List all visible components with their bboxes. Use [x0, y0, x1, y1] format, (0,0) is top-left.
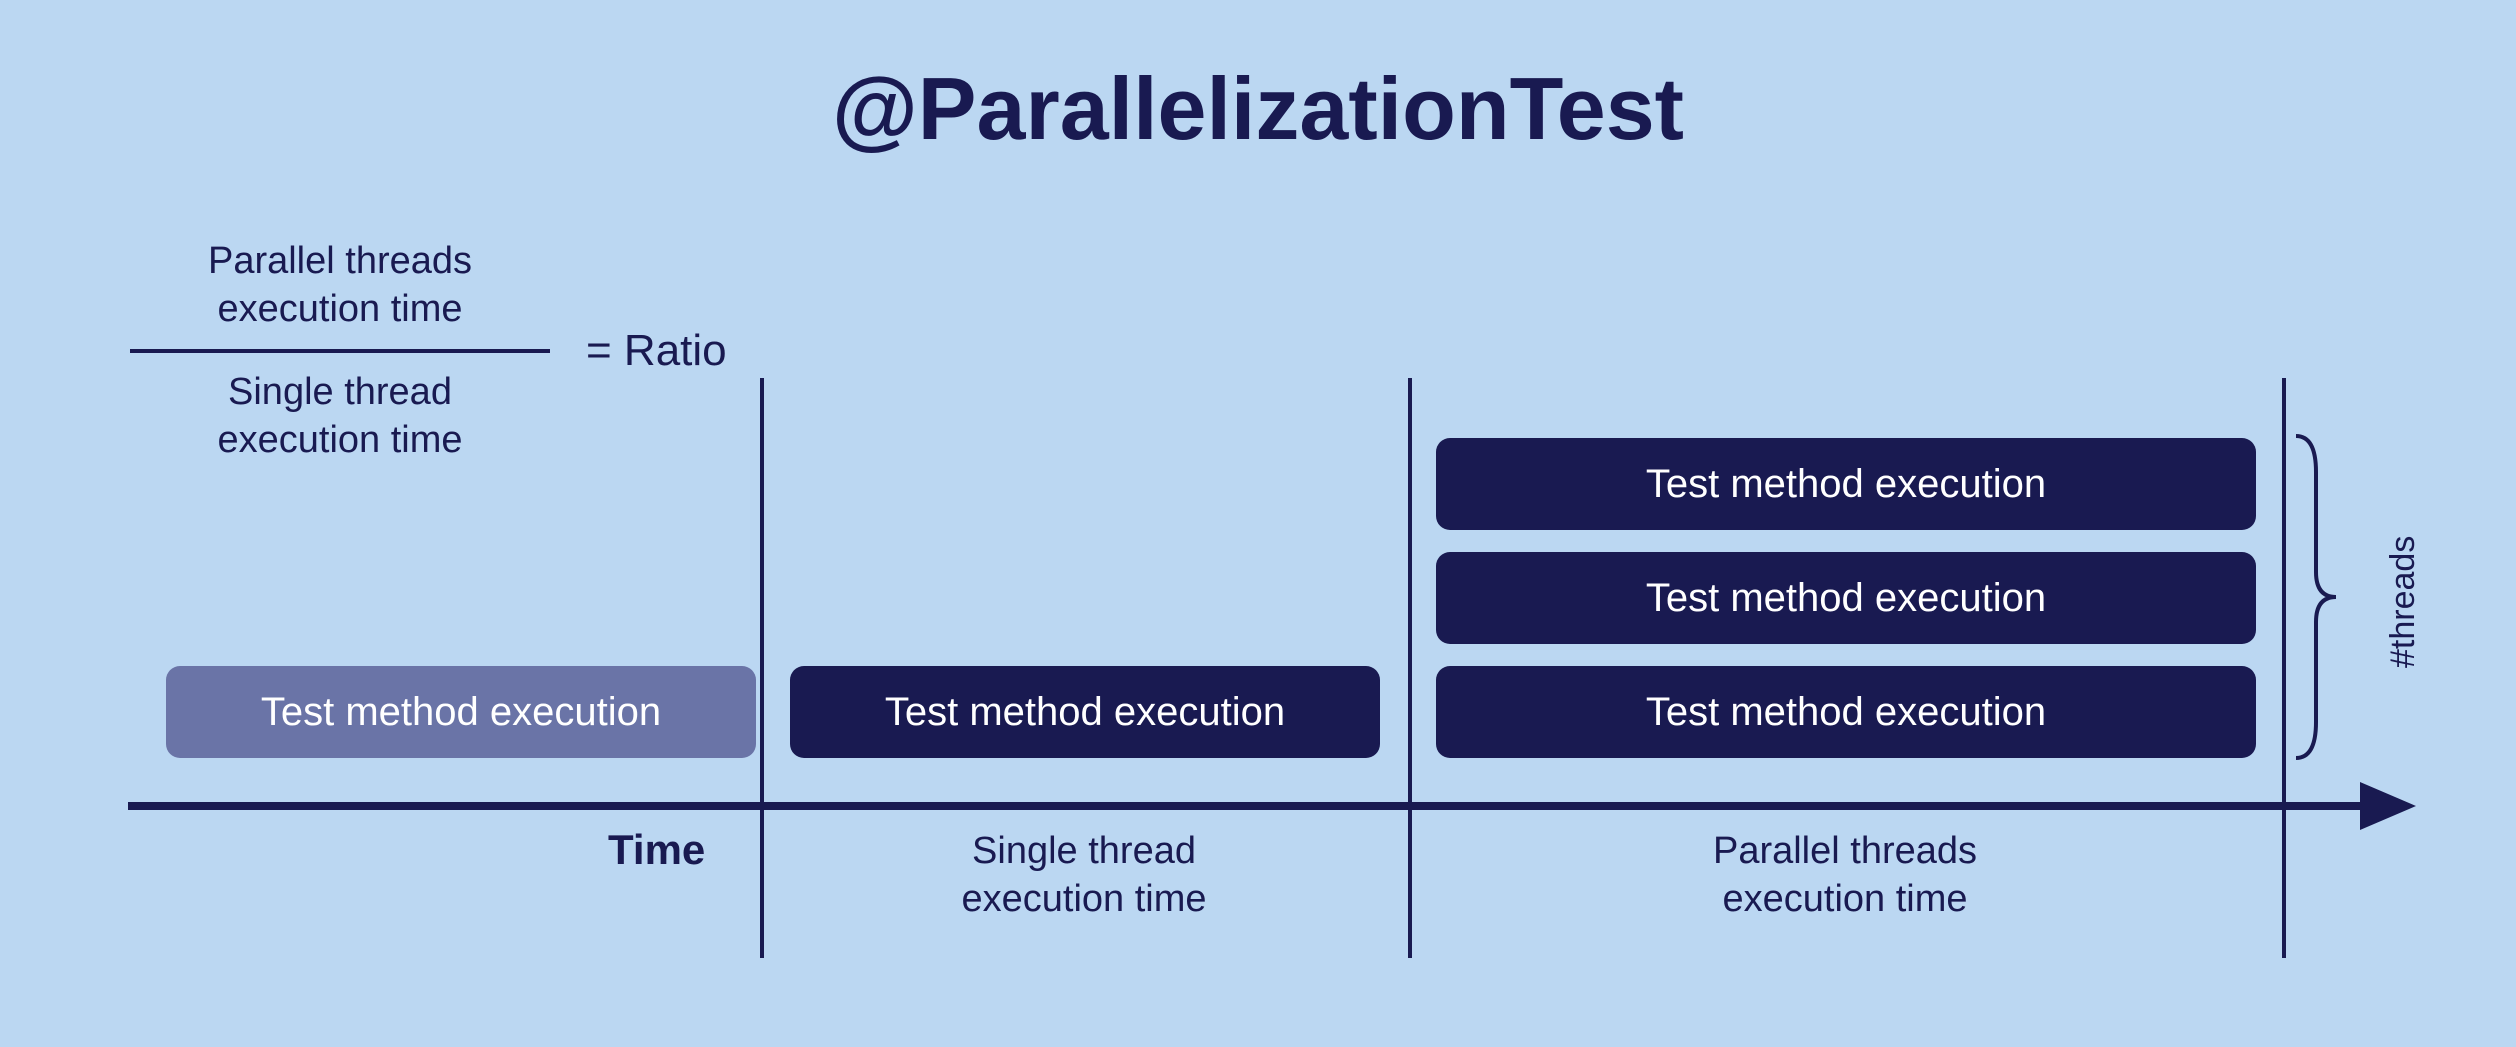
fraction-numerator: Parallel threads execution time: [208, 238, 472, 343]
axis-arrowhead-icon: [2360, 782, 2416, 830]
bar-label: Test method execution: [1646, 462, 2046, 507]
segment-label-line: execution time: [1610, 876, 2080, 924]
exec-bar-parallel: Test method execution: [1436, 438, 2256, 530]
time-axis: [128, 802, 2378, 810]
axis-tick: [2282, 378, 2286, 958]
exec-bar-parallel: Test method execution: [1436, 666, 2256, 758]
axis-tick: [1408, 378, 1412, 958]
denominator-line2: execution time: [217, 417, 462, 465]
segment-label-line: Parallel threads: [1610, 828, 2080, 876]
axis-label-time: Time: [608, 826, 705, 874]
numerator-line1: Parallel threads: [208, 238, 472, 286]
equals-ratio: = Ratio: [586, 326, 727, 376]
bar-label: Test method execution: [1646, 576, 2046, 621]
fraction-denominator: Single thread execution time: [217, 359, 462, 464]
threads-brace-icon: [2292, 432, 2340, 762]
ratio-formula: Parallel threads execution time Single t…: [130, 238, 727, 464]
axis-segment-label-single: Single thread execution time: [880, 828, 1288, 923]
diagram-canvas: @ParallelizationTest Parallel threads ex…: [0, 0, 2516, 1047]
exec-bar-single: Test method execution: [790, 666, 1380, 758]
bar-label: Test method execution: [885, 690, 1285, 735]
fraction: Parallel threads execution time Single t…: [130, 238, 550, 464]
page-title: @ParallelizationTest: [0, 58, 2516, 160]
exec-bar-parallel: Test method execution: [1436, 552, 2256, 644]
axis-tick: [760, 378, 764, 958]
bar-label: Test method execution: [261, 690, 661, 735]
axis-segment-label-parallel: Parallel threads execution time: [1610, 828, 2080, 923]
exec-bar-warmup: Test method execution: [166, 666, 756, 758]
segment-label-line: execution time: [880, 876, 1288, 924]
threads-count-label: #threads: [2384, 536, 2423, 668]
bar-label: Test method execution: [1646, 690, 2046, 735]
numerator-line2: execution time: [208, 286, 472, 334]
denominator-line1: Single thread: [217, 369, 462, 417]
fraction-bar: [130, 349, 550, 353]
segment-label-line: Single thread: [880, 828, 1288, 876]
